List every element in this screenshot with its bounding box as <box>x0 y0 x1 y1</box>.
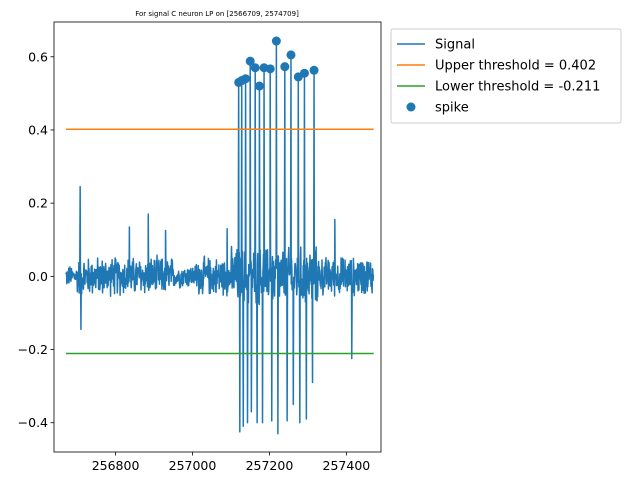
y-tick-label: 0.0 <box>28 269 48 284</box>
y-tick-label: 0.6 <box>28 49 48 64</box>
signal-line <box>65 40 375 435</box>
spike-point-4 <box>245 56 255 66</box>
legend-marker-spike <box>406 102 416 112</box>
spike-point-9 <box>271 36 281 46</box>
x-tick-label: 256800 <box>92 458 140 473</box>
legend-box <box>390 28 622 124</box>
legend-label: Upper threshold = 0.402 <box>435 59 596 74</box>
spike-point-3 <box>241 74 251 84</box>
legend-label: spike <box>435 101 469 116</box>
spike-point-6 <box>254 81 264 91</box>
legend: Signal Upper threshold = 0.402 Lower thres… <box>390 28 622 124</box>
plot-frame <box>53 21 382 453</box>
y-tick-label: 0.2 <box>28 196 48 211</box>
spike-point-13 <box>299 68 309 78</box>
spike-point-14 <box>309 65 319 75</box>
legend-label: Signal <box>435 38 475 53</box>
y-axis: −0.4 −0.2 0.0 0.2 0.4 0.6 <box>18 49 54 430</box>
x-tick-label: 257200 <box>246 458 294 473</box>
chart-title: For signal C neuron LP on [2566709, 2574… <box>135 10 299 18</box>
spike-point-11 <box>286 50 296 60</box>
x-tick-label: 257400 <box>323 458 371 473</box>
plot-area <box>65 36 375 435</box>
y-tick-label: −0.2 <box>18 342 48 357</box>
x-tick-label: 257000 <box>169 458 217 473</box>
legend-label: Lower threshold = -0.211 <box>435 80 600 95</box>
spike-point-8 <box>265 64 275 74</box>
spike-point-5 <box>250 63 260 73</box>
spike-point-10 <box>280 62 290 72</box>
y-tick-label: −0.4 <box>18 415 48 430</box>
y-tick-label: 0.4 <box>28 122 48 137</box>
x-axis: 256800 257000 257200 257400 <box>92 452 371 473</box>
